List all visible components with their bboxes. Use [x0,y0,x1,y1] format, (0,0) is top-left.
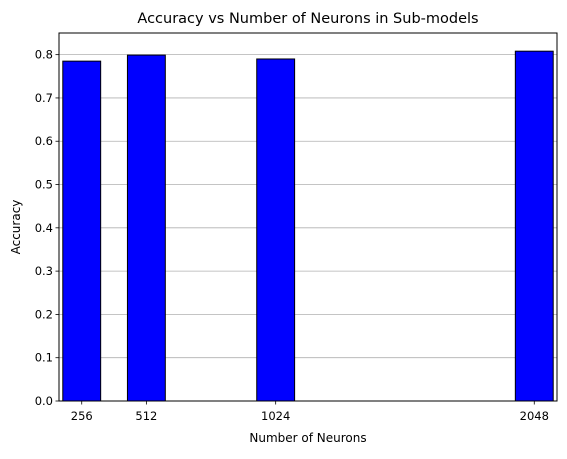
y-tick-label: 0.0 [35,394,53,408]
bar-2048 [514,50,554,402]
x-axis-ticks: 256 512 1024 2048 [71,401,549,423]
bar-512 [126,54,166,402]
y-tick-label: 0.7 [35,91,53,105]
x-tick-label: 1024 [261,409,290,423]
bars [62,50,554,402]
x-tick-label: 512 [135,409,157,423]
x-tick-label: 256 [71,409,93,423]
y-tick-label: 0.8 [35,48,53,62]
x-tick-label: 2048 [520,409,549,423]
axes [58,32,558,402]
y-axis-ticks: 0.0 0.1 0.2 0.3 0.4 0.5 0.6 0.7 0.8 [35,48,59,408]
y-axis-label: Accuracy [9,200,23,255]
y-tick-label: 0.2 [35,307,53,321]
x-axis-label: Number of Neurons [249,431,366,445]
y-tick-label: 0.3 [35,264,53,278]
bar-1024 [256,58,296,402]
y-tick-label: 0.6 [35,134,53,148]
bar-256 [62,60,102,402]
y-tick-label: 0.5 [35,178,53,192]
chart-title: Accuracy vs Number of Neurons in Sub-mod… [137,11,478,27]
y-tick-label: 0.1 [35,351,53,365]
y-tick-label: 0.4 [35,221,53,235]
axes-frame [58,32,558,402]
